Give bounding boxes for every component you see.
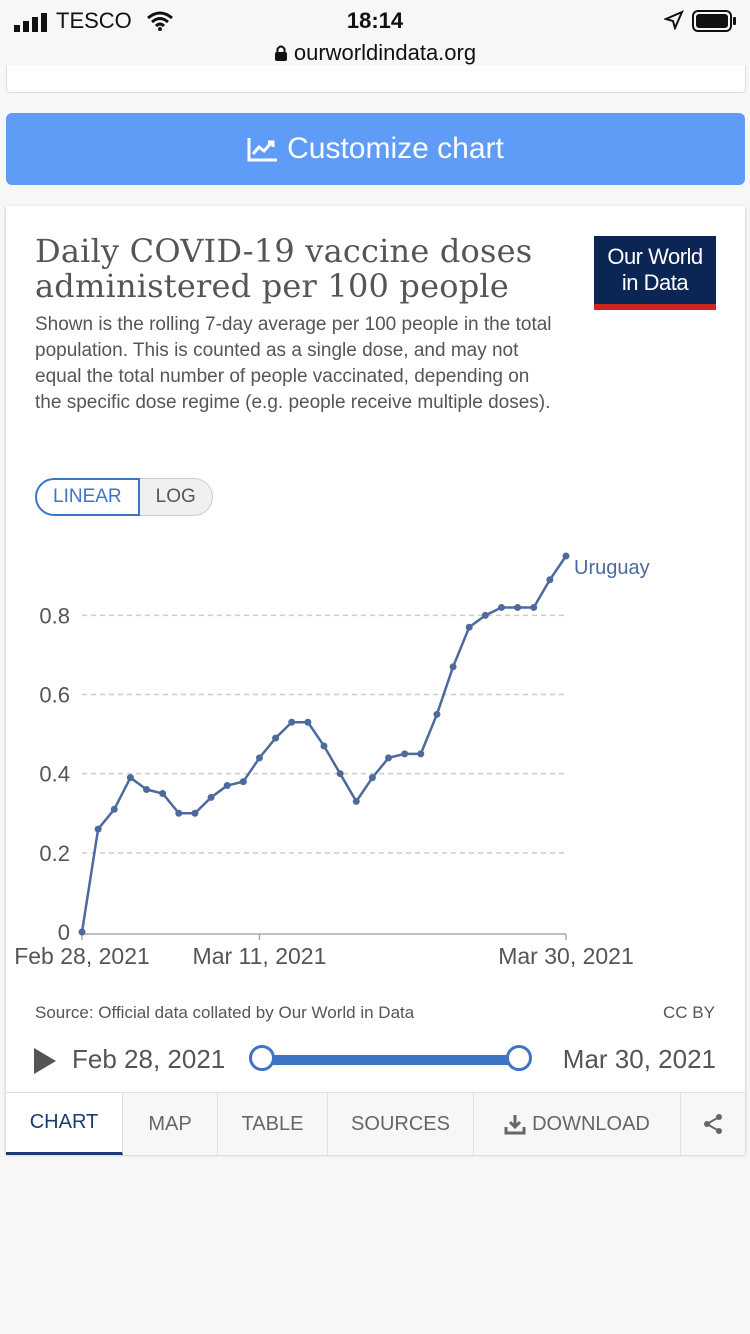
share-button[interactable]	[681, 1093, 745, 1155]
tab-chart-label: CHART	[29, 1111, 99, 1133]
data-point	[546, 576, 554, 584]
tab-sources[interactable]: SOURCES	[328, 1093, 474, 1155]
data-point	[481, 611, 489, 619]
x-tick-label: Mar 11, 2021	[193, 943, 327, 969]
logo-line-2: in Data	[621, 270, 689, 295]
signal-icon	[14, 13, 47, 32]
timeline-end-handle[interactable]	[506, 1045, 532, 1071]
data-point	[255, 754, 263, 762]
tab-map-label: MAP	[148, 1112, 192, 1135]
data-point	[175, 809, 183, 817]
source-note[interactable]: Source: Official data collated by Our Wo…	[35, 1003, 415, 1022]
log-scale-button[interactable]: LOG	[139, 478, 213, 516]
data-point	[497, 603, 505, 611]
y-tick-label: 0.2	[39, 841, 70, 866]
line-chart-icon	[247, 138, 278, 162]
data-point	[78, 928, 86, 936]
tab-download-label: DOWNLOAD	[532, 1112, 650, 1135]
carrier-name: TESCO	[56, 8, 132, 33]
data-point	[223, 782, 231, 790]
linear-scale-button[interactable]: LINEAR	[35, 478, 140, 516]
wifi-icon	[147, 11, 173, 31]
url-bar[interactable]: ourworldindata.org	[0, 40, 750, 66]
y-tick-label: 0.4	[39, 762, 70, 787]
tab-table[interactable]: TABLE	[218, 1093, 328, 1155]
license-link[interactable]: CC BY	[663, 1003, 715, 1022]
battery-icon	[692, 10, 736, 32]
chart-subtitle: Shown is the rolling 7-day average per 1…	[35, 314, 552, 413]
location-arrow-icon	[664, 10, 684, 30]
data-point	[126, 774, 134, 782]
data-point	[288, 718, 296, 726]
owid-logo[interactable]: Our World in Data	[594, 236, 716, 310]
data-point	[465, 623, 473, 631]
lock-icon	[274, 45, 287, 61]
data-point	[110, 805, 118, 813]
data-point	[94, 825, 102, 833]
customize-chart-button[interactable]: Customize chart	[6, 113, 745, 185]
tab-map[interactable]: MAP	[123, 1093, 218, 1155]
url-text: ourworldindata.org	[293, 40, 477, 65]
x-tick-label: Mar 30, 2021	[498, 943, 634, 969]
line-chart: 0 0.2 0.4 0.6 0.8 Feb 28, 2021 Mar 11, 2021 Mar…	[14, 552, 650, 969]
timeline-range-track[interactable]	[264, 1055, 519, 1065]
series-label: Uruguay	[574, 557, 650, 579]
share-icon	[704, 1114, 722, 1134]
y-tick-label: 0.6	[39, 683, 70, 708]
logo-line-1: Our World	[607, 244, 703, 269]
data-point	[433, 710, 441, 718]
data-point	[417, 750, 425, 758]
x-tick-label: Feb 28, 2021	[14, 943, 150, 969]
previous-card-edge	[6, 66, 746, 93]
tab-bar: CHART MAP TABLE SOURCES DOWNLOAD	[6, 1092, 745, 1155]
timeline-start-label: Feb 28, 2021	[72, 1044, 226, 1074]
data-point	[207, 793, 215, 801]
customize-chart-label: Customize chart	[287, 132, 504, 165]
data-point	[401, 750, 409, 758]
tab-sources-label: SOURCES	[351, 1112, 450, 1135]
data-point	[272, 734, 280, 742]
data-point	[449, 663, 457, 671]
timeline-start-handle[interactable]	[249, 1045, 275, 1071]
data-point	[336, 770, 344, 778]
data-point	[239, 778, 247, 786]
timeline: Feb 28, 2021 Mar 30, 2021	[6, 1038, 745, 1078]
tab-chart[interactable]: CHART	[6, 1093, 123, 1155]
y-tick-label: 0.8	[39, 603, 70, 628]
download-icon	[504, 1115, 526, 1135]
y-tick-label: 0	[58, 920, 70, 945]
data-point	[514, 603, 522, 611]
data-point	[368, 774, 376, 782]
data-point	[191, 809, 199, 817]
data-point	[320, 742, 328, 750]
data-point	[352, 797, 360, 805]
play-icon[interactable]	[34, 1048, 56, 1074]
tab-download[interactable]: DOWNLOAD	[474, 1093, 681, 1155]
data-point	[385, 754, 393, 762]
data-point	[530, 603, 538, 611]
data-point	[562, 552, 570, 560]
scale-toggle: LINEAR LOG	[35, 478, 213, 516]
chart-card: Daily COVID-19 vaccine doses administere…	[6, 206, 745, 1155]
chart-title: Daily COVID-19 vaccine doses administere…	[35, 232, 533, 305]
tab-table-label: TABLE	[241, 1112, 304, 1135]
data-point	[159, 789, 167, 797]
data-point	[304, 718, 312, 726]
clock: 18:14	[346, 8, 404, 33]
data-point	[143, 786, 151, 794]
timeline-end-label: Mar 30, 2021	[562, 1044, 716, 1074]
